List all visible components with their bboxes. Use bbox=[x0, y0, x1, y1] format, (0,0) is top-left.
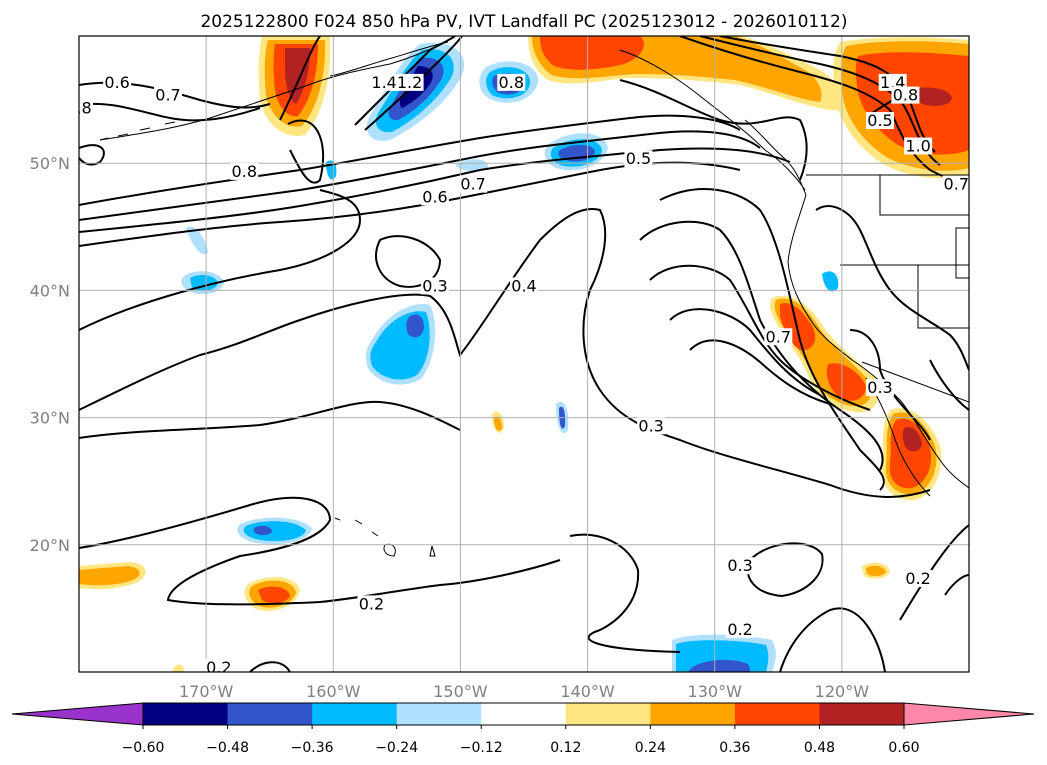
colorbar-segment bbox=[228, 703, 313, 725]
colorbar-tick-label: 0.24 bbox=[635, 740, 666, 756]
contour-label: 0.8 bbox=[893, 86, 918, 105]
contour-label: 0.5 bbox=[626, 149, 651, 168]
contour-label: 0.2 bbox=[727, 620, 752, 639]
contour-label: 0.6 bbox=[104, 73, 129, 92]
x-tick-label: 150°W bbox=[433, 682, 488, 701]
colorbar-segment bbox=[312, 703, 397, 725]
x-tick-label: 130°W bbox=[688, 682, 743, 701]
x-tick-label: 170°W bbox=[179, 682, 234, 701]
contour-label: 0.5 bbox=[867, 111, 892, 130]
contour-label: 0.2 bbox=[905, 569, 930, 588]
shaded-region bbox=[406, 315, 424, 338]
figure: 2025122800 F024 850 hPa PV, IVT Landfall… bbox=[0, 0, 1047, 765]
colorbar-tick-label: −0.24 bbox=[375, 740, 418, 756]
x-axis-ticks: 170°W 160°W 150°W 140°W 130°W 120°W bbox=[179, 682, 869, 701]
colorbar-tick-label: −0.12 bbox=[460, 740, 503, 756]
contour-label: 0.6 bbox=[422, 187, 447, 206]
contour-label: 0.3 bbox=[422, 276, 447, 295]
colorbar-extend-max bbox=[904, 703, 1034, 725]
x-tick-label: 140°W bbox=[560, 682, 615, 701]
x-tick-label: 160°W bbox=[306, 682, 361, 701]
y-tick-label: 40°N bbox=[30, 281, 70, 300]
contour-label: 0.7 bbox=[766, 327, 791, 346]
colorbar-segment bbox=[735, 703, 820, 725]
contour-label: 0.4 bbox=[511, 276, 536, 295]
map-panel: 0.6 0.7 0.8 1.4 1.2 0.8 0.8 0.7 0.6 0.5 0.3 0.4 0.7 0… bbox=[65, 36, 970, 677]
colorbar: −0.60 −0.48 −0.36 −0.24 −0.12 0.12 0.24 0.36 0.4… bbox=[12, 703, 1034, 756]
chart-title: 2025122800 F024 850 hPa PV, IVT Landfall… bbox=[200, 12, 847, 32]
contour-label: 1.4 bbox=[371, 73, 396, 92]
y-tick-label: 20°N bbox=[30, 536, 70, 555]
colorbar-segment bbox=[397, 703, 482, 725]
x-tick-label: 120°W bbox=[815, 682, 870, 701]
colorbar-tick-label: 0.12 bbox=[550, 740, 581, 756]
colorbar-tick-label: −0.36 bbox=[291, 740, 334, 756]
contour-label: 1.2 bbox=[397, 73, 422, 92]
contour-label: 0.8 bbox=[499, 73, 524, 92]
contour-label: 0.7 bbox=[460, 175, 485, 194]
contour-label: 0.3 bbox=[638, 416, 663, 435]
colorbar-tick-label: −0.48 bbox=[206, 740, 249, 756]
contour-label: 0.3 bbox=[727, 556, 752, 575]
colorbar-segment bbox=[481, 703, 566, 725]
contour-label: 0.3 bbox=[867, 378, 892, 397]
y-axis-ticks: 50°N 40°N 30°N 20°N bbox=[30, 154, 70, 555]
colorbar-segment bbox=[143, 703, 228, 725]
colorbar-segment bbox=[650, 703, 735, 725]
contour-label: 0.2 bbox=[359, 594, 384, 613]
colorbar-extend-min bbox=[12, 703, 143, 725]
colorbar-segment bbox=[819, 703, 904, 725]
colorbar-tick-label: 0.60 bbox=[888, 740, 919, 756]
colorbar-tick-label: 0.48 bbox=[804, 740, 835, 756]
colorbar-tick-label: −0.60 bbox=[122, 740, 165, 756]
contour-label: 0.7 bbox=[944, 175, 969, 194]
contour-label: 1.0 bbox=[905, 136, 930, 155]
colorbar-tick-label: 0.36 bbox=[719, 740, 750, 756]
contour-label: 0.2 bbox=[206, 658, 231, 677]
y-tick-label: 30°N bbox=[30, 409, 70, 428]
y-tick-label: 50°N bbox=[30, 154, 70, 173]
contour-label: 0.7 bbox=[155, 86, 180, 105]
colorbar-segment bbox=[566, 703, 651, 725]
contour-label: 0.8 bbox=[232, 162, 257, 181]
